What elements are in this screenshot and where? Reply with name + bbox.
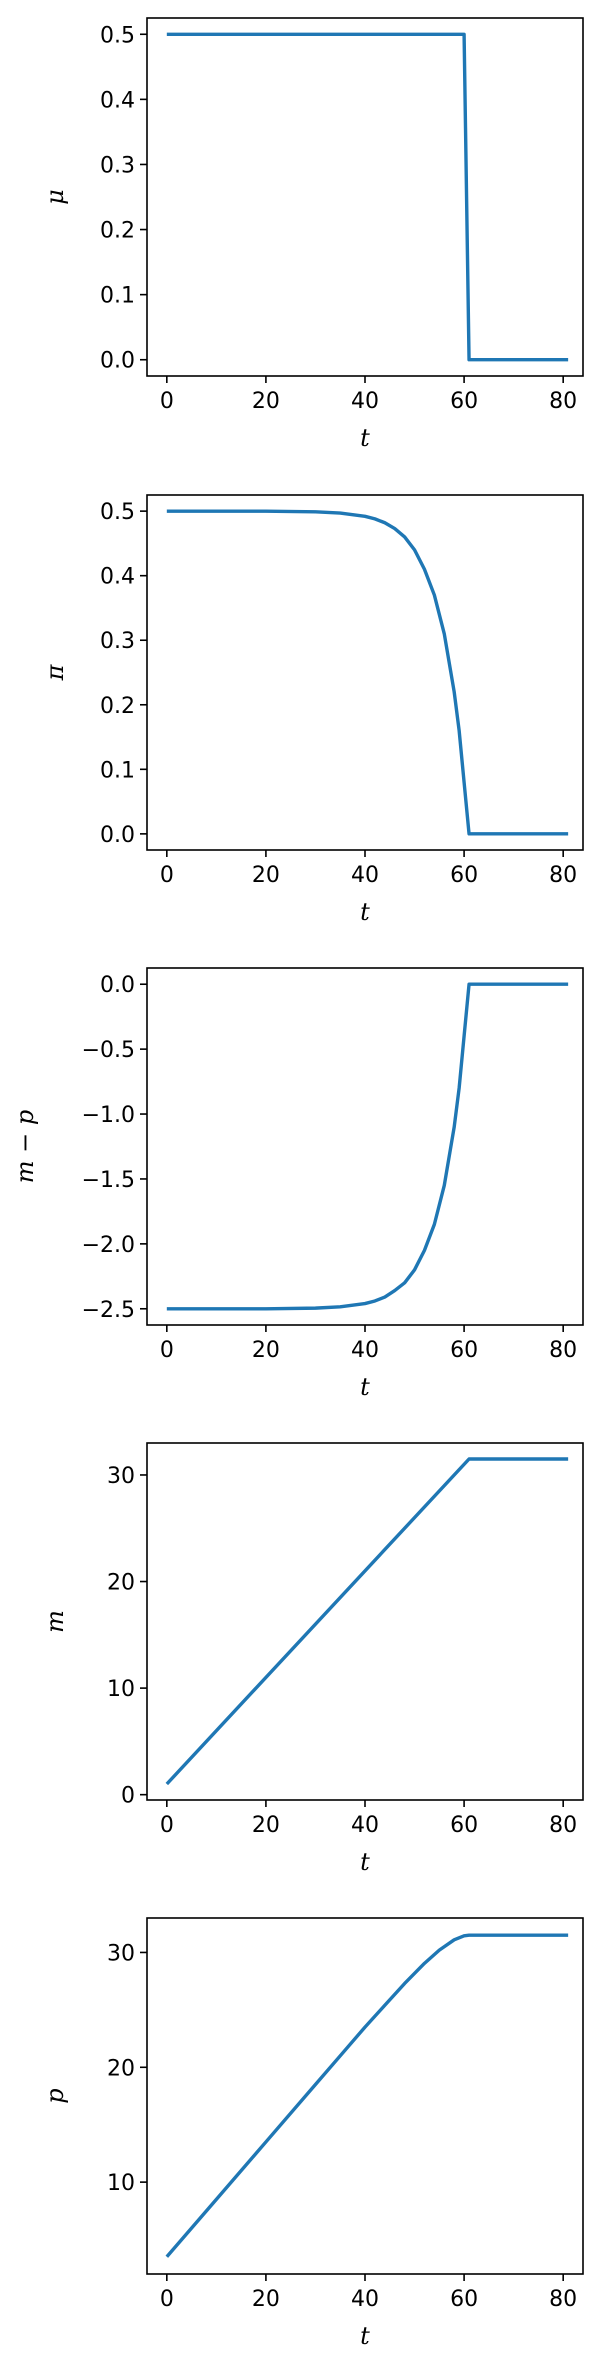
y-tick-label: 0 <box>121 1784 135 1809</box>
y-axis-label: μ <box>41 189 69 205</box>
series-line-1 <box>166 32 569 362</box>
x-tick-label: 60 <box>450 389 478 414</box>
y-tick-label: 0.2 <box>100 694 135 719</box>
y-tick-label: 0.3 <box>100 153 135 178</box>
y-tick-label: 30 <box>107 1941 135 1966</box>
y-tick-label: 10 <box>107 2171 135 2196</box>
plot-frame <box>146 1917 584 2275</box>
plot-frame <box>146 17 584 377</box>
y-tick-label: −2.5 <box>82 1298 135 1323</box>
x-tick-label: 20 <box>252 389 280 414</box>
series-line-1 <box>165 1933 569 2258</box>
x-tick-label: 20 <box>252 1813 280 1838</box>
series-line-1 <box>166 509 569 836</box>
y-tick-label: 10 <box>107 1677 135 1702</box>
x-tick-label: 80 <box>549 2287 577 2312</box>
y-tick-label: 0.4 <box>100 88 135 113</box>
subplot-2: 0 20 40 60 80 0.0 0.1 0.2 0.3 0.4 0.5 t π <box>41 494 584 926</box>
y-tick-label: 0.2 <box>100 219 135 244</box>
y-tick-label: −1.5 <box>82 1168 135 1193</box>
subplot-4: 0 20 40 60 80 0 10 20 30 t m <box>41 1442 584 1876</box>
y-tick-label: 0.1 <box>100 284 135 309</box>
y-axis-label: π <box>41 663 69 681</box>
x-tick-label: 0 <box>160 1338 174 1363</box>
y-tick-label: 0.3 <box>100 629 135 654</box>
plot-frame <box>146 967 584 1326</box>
x-tick-label: 40 <box>351 2287 379 2312</box>
x-tick-label: 0 <box>160 863 174 888</box>
x-axis-label: t <box>360 1373 370 1401</box>
x-tick-label: 80 <box>549 1813 577 1838</box>
x-tick-label: 20 <box>252 1338 280 1363</box>
y-axis-label: m <box>41 1610 69 1633</box>
series-line-1 <box>166 982 569 1311</box>
x-axis-label: t <box>360 2322 370 2350</box>
x-tick-label: 40 <box>351 1338 379 1363</box>
y-axis-label: m − p <box>11 1110 39 1184</box>
subplot-3: 0 20 40 60 80 0.0 −0.5 −1.0 −1.5 −2.0 −2.5 t m − p <box>11 967 584 1401</box>
y-tick-label: −0.5 <box>82 1038 135 1063</box>
y-tick-label: 30 <box>107 1464 135 1489</box>
x-tick-label: 20 <box>252 863 280 888</box>
x-tick-label: 60 <box>450 1338 478 1363</box>
x-tick-label: 80 <box>549 1338 577 1363</box>
plot-frame <box>146 1442 584 1801</box>
x-tick-label: 80 <box>549 863 577 888</box>
y-axis-label: p <box>41 2088 69 2103</box>
y-tick-label: −2.0 <box>82 1233 135 1258</box>
x-tick-label: 40 <box>351 1813 379 1838</box>
x-tick-label: 60 <box>450 2287 478 2312</box>
y-tick-label: 0.0 <box>100 823 135 848</box>
subplot-1: 0 20 40 60 80 0.0 0.1 0.2 0.3 0.4 0.5 t μ <box>41 17 584 452</box>
y-tick-label: −1.0 <box>82 1103 135 1128</box>
y-tick-label: 0.1 <box>100 758 135 783</box>
y-tick-label: 20 <box>107 2056 135 2081</box>
x-axis-label: t <box>360 424 370 452</box>
x-axis-label: t <box>360 898 370 926</box>
x-tick-label: 0 <box>160 1813 174 1838</box>
y-tick-label: 0.5 <box>100 500 135 525</box>
x-tick-label: 60 <box>450 863 478 888</box>
x-tick-label: 40 <box>351 863 379 888</box>
x-tick-label: 0 <box>160 2287 174 2312</box>
y-tick-label: 0.5 <box>100 23 135 48</box>
x-axis-label: t <box>360 1848 370 1876</box>
y-tick-label: 0.0 <box>100 349 135 374</box>
plot-frame <box>146 494 584 851</box>
subplot-5: 0 20 40 60 80 10 20 30 t p <box>41 1917 584 2350</box>
x-tick-label: 0 <box>160 389 174 414</box>
x-tick-label: 20 <box>252 2287 280 2312</box>
y-tick-label: 0.0 <box>100 973 135 998</box>
x-tick-label: 80 <box>549 389 577 414</box>
x-tick-label: 60 <box>450 1813 478 1838</box>
series-line-1 <box>165 1457 569 1786</box>
y-tick-label: 20 <box>107 1571 135 1596</box>
x-tick-label: 40 <box>351 389 379 414</box>
y-tick-label: 0.4 <box>100 565 135 590</box>
